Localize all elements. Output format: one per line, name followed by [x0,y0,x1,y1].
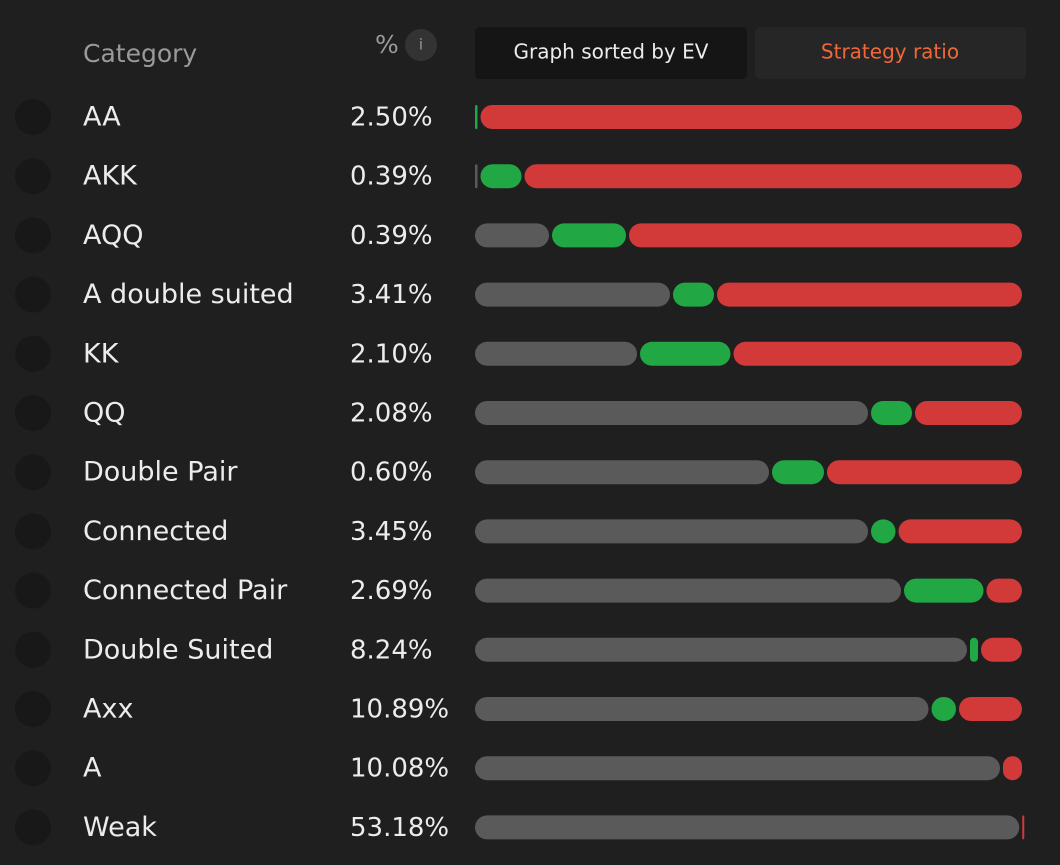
ratio-segment [970,637,978,662]
ratio-segment [475,401,868,425]
row-checkbox[interactable] [15,335,51,372]
ratio-segment [475,756,1000,781]
ratio-segment [475,164,478,189]
row-checkbox[interactable] [15,158,51,195]
ratio-segment [475,223,549,248]
percent-label: 10.89% [350,695,449,725]
ratio-segment [475,105,478,129]
category-label: A [83,753,102,784]
percent-label: 3.45% [350,517,433,547]
ratio-segment [552,223,626,248]
category-label: Double Pair [83,457,238,488]
ratio-segment [717,282,1022,307]
tab-ratio[interactable] [755,27,1026,79]
percent-header: % [375,30,399,59]
category-header: Category [83,39,197,68]
ratio-segment [640,341,731,366]
ratio-segment [673,282,714,307]
ratio-segment [524,164,1022,189]
info-icon-label: i [419,36,423,54]
row-checkbox[interactable] [15,572,51,609]
ratio-segment [1003,756,1022,781]
category-label: Axx [83,694,133,725]
ratio-segment [986,578,1022,603]
ratio-segment [475,578,901,603]
ratio-segment [475,341,637,366]
row-checkbox[interactable] [15,454,51,491]
row-checkbox[interactable] [15,750,51,787]
percent-label: 0.39% [350,221,433,251]
ratio-segment [871,519,896,544]
row-checkbox[interactable] [15,99,51,135]
ratio-segment [959,697,1022,721]
percent-label: 0.60% [350,458,433,488]
ratio-segment [772,460,824,485]
category-label: AQQ [83,220,144,251]
ratio-segment [871,401,912,425]
ratio-segment [475,282,670,307]
ratio-segment [480,105,1022,129]
tab-ev-label: Graph sorted by EV [514,40,709,64]
percent-label: 53.18% [350,813,449,843]
percent-label: 2.69% [350,576,433,606]
category-label: AA [83,102,121,133]
category-label: Connected [83,516,228,547]
category-label: A double suited [83,279,294,310]
percent-label: 8.24% [350,635,433,665]
ratio-segment [1022,815,1025,840]
percent-label: 2.50% [350,103,433,133]
ratio-segment [475,697,929,721]
ratio-segment [733,341,1022,366]
ratio-segment [480,164,522,189]
category-label: KK [83,338,120,369]
category-label: Connected Pair [83,575,288,606]
ratio-segment [629,223,1022,248]
row-checkbox[interactable] [15,276,51,313]
tab-ratio-label: Strategy ratio [821,40,959,64]
row-checkbox[interactable] [15,691,51,727]
category-label: QQ [83,398,126,429]
tab-ev[interactable] [475,27,747,79]
ratio-segment [475,519,868,544]
row-checkbox[interactable] [15,513,51,550]
percent-label: 10.08% [350,754,449,784]
category-label: AKK [83,161,138,192]
ratio-segment [475,815,1020,840]
ratio-segment [904,578,984,603]
ratio-segment [827,460,1022,485]
ratio-segment [915,401,1022,425]
percent-label: 2.08% [350,399,433,429]
ratio-segment [931,697,956,721]
row-checkbox[interactable] [15,809,51,846]
percent-label: 3.41% [350,280,433,310]
category-label: Double Suited [83,634,273,665]
ratio-segment [475,460,769,485]
row-checkbox[interactable] [15,631,51,668]
row-checkbox[interactable] [15,395,51,431]
percent-label: 2.10% [350,339,433,369]
percent-label: 0.39% [350,162,433,192]
info-icon[interactable] [405,29,437,61]
ratio-segment [475,637,967,662]
category-label: Weak [83,812,157,843]
row-checkbox[interactable] [15,217,51,254]
ratio-segment [981,637,1022,662]
ratio-segment [898,519,1022,544]
